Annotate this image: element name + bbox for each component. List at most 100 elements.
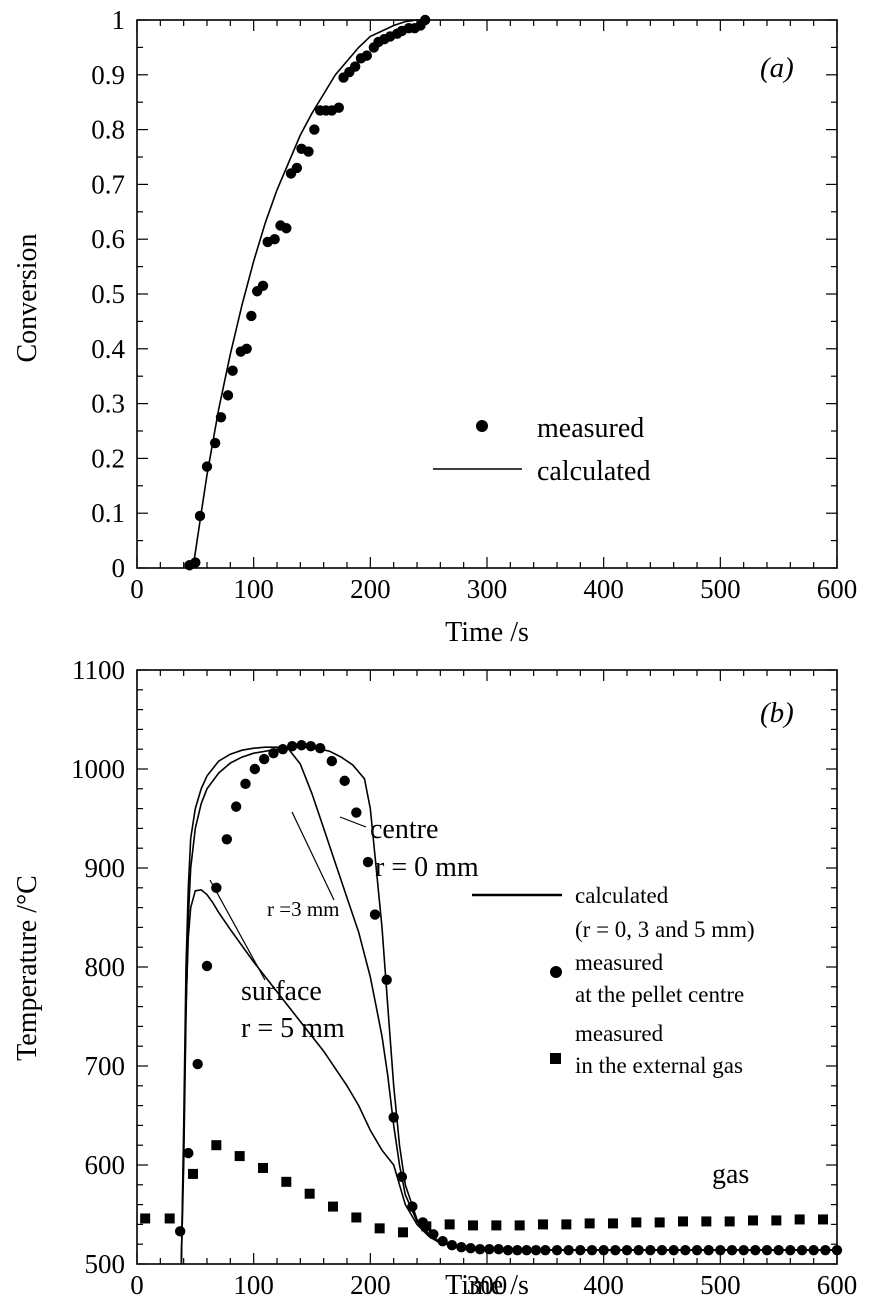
gas-point xyxy=(584,1218,595,1229)
measured-point xyxy=(419,14,431,26)
legend-b: calculated (r = 0, 3 and 5 mm) measured … xyxy=(472,883,755,1078)
gas-point xyxy=(444,1219,455,1230)
measured-point xyxy=(428,1229,439,1240)
measured-point xyxy=(277,744,289,755)
calculated-series-a xyxy=(192,19,429,569)
measured-point xyxy=(668,1244,679,1256)
gas-point xyxy=(724,1216,735,1227)
measured-point xyxy=(680,1244,691,1256)
measured-point xyxy=(296,740,307,751)
measured-point xyxy=(540,1244,551,1256)
measured-point xyxy=(563,1244,574,1256)
gas-point xyxy=(631,1217,642,1228)
annotation-surface-radius: r = 5 mm xyxy=(241,1013,345,1044)
gas-point xyxy=(608,1218,618,1229)
y-tick-label: 0.4 xyxy=(91,334,125,364)
legend-calculated-line2: (r = 0, 3 and 5 mm) xyxy=(575,917,755,942)
measured-point xyxy=(645,1244,656,1256)
measured-series-a xyxy=(184,14,431,571)
measured-point xyxy=(192,1058,203,1070)
annotation-centre-radius: r = 0 mm xyxy=(375,852,479,883)
x-tick-label: 600 xyxy=(817,574,858,604)
gas-point xyxy=(188,1168,198,1179)
gas-point xyxy=(140,1213,151,1224)
measured-point xyxy=(222,390,234,401)
measured-point xyxy=(808,1244,819,1256)
measured-point xyxy=(388,1112,399,1123)
measured-point xyxy=(396,1171,408,1183)
y-tick-label: 800 xyxy=(85,952,126,982)
measured-point xyxy=(493,1243,504,1255)
measured-point xyxy=(761,1244,773,1256)
measured-point xyxy=(465,1242,476,1254)
y-tick-labels-b: 500 600 700 800 900 1000 1100 xyxy=(71,655,125,1279)
measured-point xyxy=(286,741,298,752)
measured-point xyxy=(309,124,320,135)
gas-point xyxy=(514,1220,525,1231)
gas-point xyxy=(561,1219,572,1230)
y-tick-label: 0.8 xyxy=(91,115,125,145)
gas-point xyxy=(771,1215,782,1226)
x-tick-label: 200 xyxy=(350,574,391,604)
measured-point xyxy=(326,755,338,767)
legend-marker-centre xyxy=(550,966,562,978)
gas-point xyxy=(304,1188,315,1199)
x-tick-label: 500 xyxy=(700,1270,741,1300)
x-tick-label: 400 xyxy=(583,574,624,604)
measured-point xyxy=(407,1201,418,1212)
y-tick-label: 0.9 xyxy=(91,60,125,90)
x-tick-label: 600 xyxy=(817,1270,858,1300)
measured-point xyxy=(512,1244,523,1256)
leader-surface xyxy=(209,879,266,981)
y-tick-label: 600 xyxy=(85,1150,126,1180)
measured-point xyxy=(785,1244,796,1256)
y-tick-label: 700 xyxy=(85,1051,126,1081)
ticks-b xyxy=(136,669,838,1265)
leader-centre xyxy=(339,816,367,828)
y-tick-label: 500 xyxy=(85,1249,126,1279)
measured-point xyxy=(314,743,326,754)
measured-point xyxy=(446,1239,458,1251)
measured-point xyxy=(339,775,350,787)
measured-point xyxy=(831,1244,843,1256)
measured-point xyxy=(656,1244,668,1256)
measured-point xyxy=(209,437,221,449)
gas-point xyxy=(281,1176,292,1187)
plot-frame-a xyxy=(136,19,838,569)
measured-point xyxy=(257,280,269,291)
x-tick-labels-b: 0 100 200 300 400 500 600 xyxy=(130,1270,857,1300)
measured-point xyxy=(215,412,227,423)
measured-point xyxy=(291,162,303,174)
annotation-mid-radius: r =3 mm xyxy=(267,897,340,921)
calculated-line xyxy=(192,19,429,569)
y-tick-label: 0.2 xyxy=(91,443,125,473)
gas-point xyxy=(164,1213,175,1224)
measured-point xyxy=(221,834,233,845)
gas-point xyxy=(794,1214,805,1225)
measured-point xyxy=(190,557,201,568)
measured-point xyxy=(530,1244,542,1256)
y-axis-title-a: Conversion xyxy=(12,233,43,362)
y-tick-label: 0 xyxy=(112,553,126,583)
measured-point xyxy=(241,343,252,354)
y-tick-label: 0.7 xyxy=(91,169,125,199)
panel-label-a: (a) xyxy=(760,52,794,84)
y-tick-label: 0.3 xyxy=(91,389,125,419)
legend-marker-measured xyxy=(476,420,488,432)
measured-point xyxy=(369,909,381,920)
x-tick-label: 500 xyxy=(700,574,741,604)
measured-point xyxy=(598,1244,609,1256)
y-tick-label: 0.1 xyxy=(91,498,125,528)
legend-marker-gas xyxy=(550,1053,561,1064)
y-tick-label: 1100 xyxy=(72,655,125,685)
measured-point xyxy=(586,1244,598,1256)
measured-point xyxy=(703,1244,714,1256)
y-tick-label: 0.6 xyxy=(91,224,125,254)
x-tick-label: 100 xyxy=(233,574,274,604)
measured-point xyxy=(750,1244,761,1256)
y-tick-label: 1000 xyxy=(71,754,125,784)
gas-point xyxy=(374,1223,385,1234)
conversion-chart: 0 100 200 300 400 500 600 00.10.20.30.40.50.60… xyxy=(12,5,857,648)
legend-label-calculated: calculated xyxy=(537,456,650,487)
measured-point xyxy=(456,1241,467,1253)
